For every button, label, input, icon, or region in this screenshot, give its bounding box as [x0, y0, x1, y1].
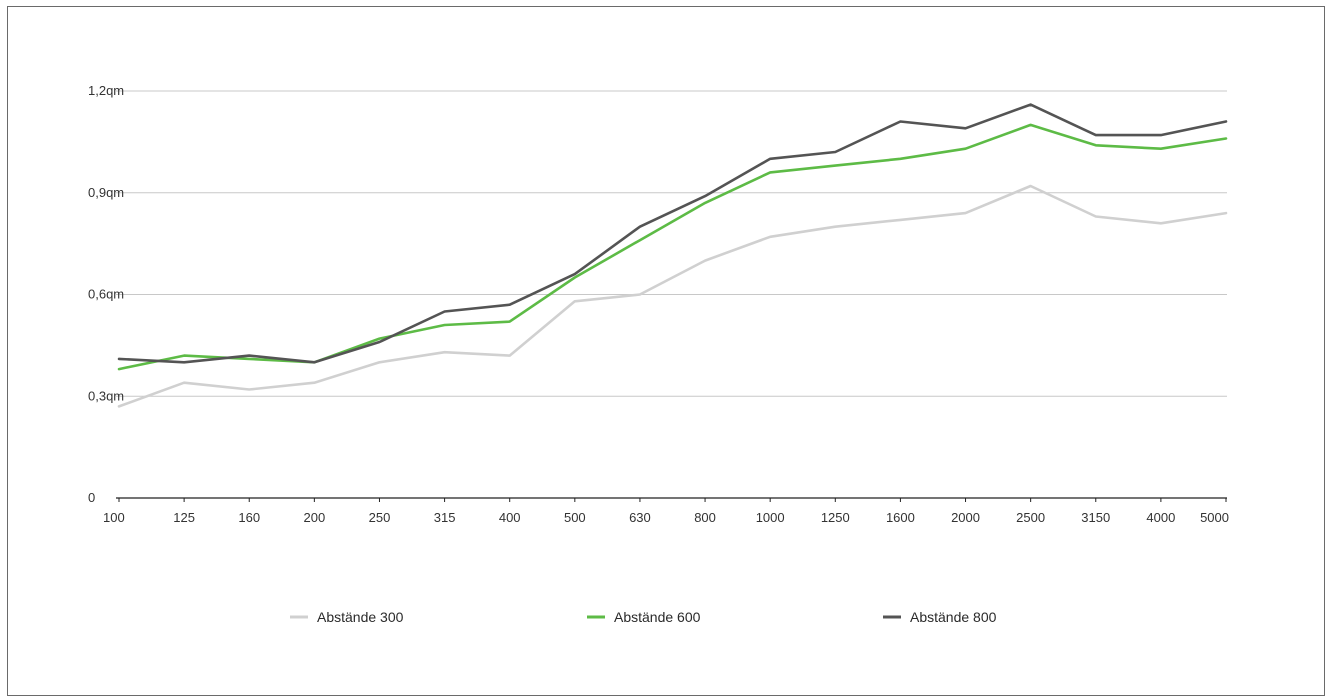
legend-label: Abstände 600	[614, 609, 701, 625]
series-line	[117, 103, 1228, 364]
y-tick-label: 0,6qm	[88, 287, 124, 302]
series-line	[117, 123, 1228, 371]
x-tick-label: 200	[304, 510, 326, 525]
x-tick-label: 250	[369, 510, 391, 525]
y-tick-labels: 0 0,3qm 0,6qm 0,9qm 1,2qm	[88, 83, 124, 505]
series-lines	[117, 103, 1228, 408]
chart-frame	[7, 6, 1325, 696]
x-tick-label: 100	[103, 510, 125, 525]
x-tick-label: 5000	[1200, 510, 1229, 525]
x-tick-label: 2500	[1016, 510, 1045, 525]
x-tick-label: 800	[694, 510, 716, 525]
y-tick-label: 1,2qm	[88, 83, 124, 98]
x-tick-label: 4000	[1146, 510, 1175, 525]
x-tick-labels: 100 125 160 200 250 315 400 500 630 800 1000 1250 16…	[103, 510, 1229, 525]
y-tick-label: 0,3qm	[88, 388, 124, 403]
x-tick-label: 400	[499, 510, 521, 525]
x-tick-label: 500	[564, 510, 586, 525]
x-tick-label: 1600	[886, 510, 915, 525]
x-tick-label: 160	[238, 510, 260, 525]
legend-item: Abstände 800	[883, 609, 997, 625]
y-tick-label: 0,9qm	[88, 185, 124, 200]
series-line	[117, 184, 1228, 408]
legend-label: Abstände 300	[317, 609, 404, 625]
x-tick-label: 1000	[756, 510, 785, 525]
legend-item: Abstände 300	[290, 609, 404, 625]
x-axis	[116, 497, 1227, 502]
gridlines	[116, 90, 1227, 397]
legend: Abstände 300 Abstände 600 Abstände 800	[290, 609, 997, 625]
x-tick-label: 2000	[951, 510, 980, 525]
x-tick-label: 125	[173, 510, 195, 525]
x-tick-label: 630	[629, 510, 651, 525]
y-tick-label: 0	[88, 490, 95, 505]
x-tick-label: 1250	[821, 510, 850, 525]
x-tick-label: 315	[434, 510, 456, 525]
x-tick-label: 3150	[1081, 510, 1110, 525]
legend-label: Abstände 800	[910, 609, 997, 625]
legend-item: Abstände 600	[587, 609, 701, 625]
